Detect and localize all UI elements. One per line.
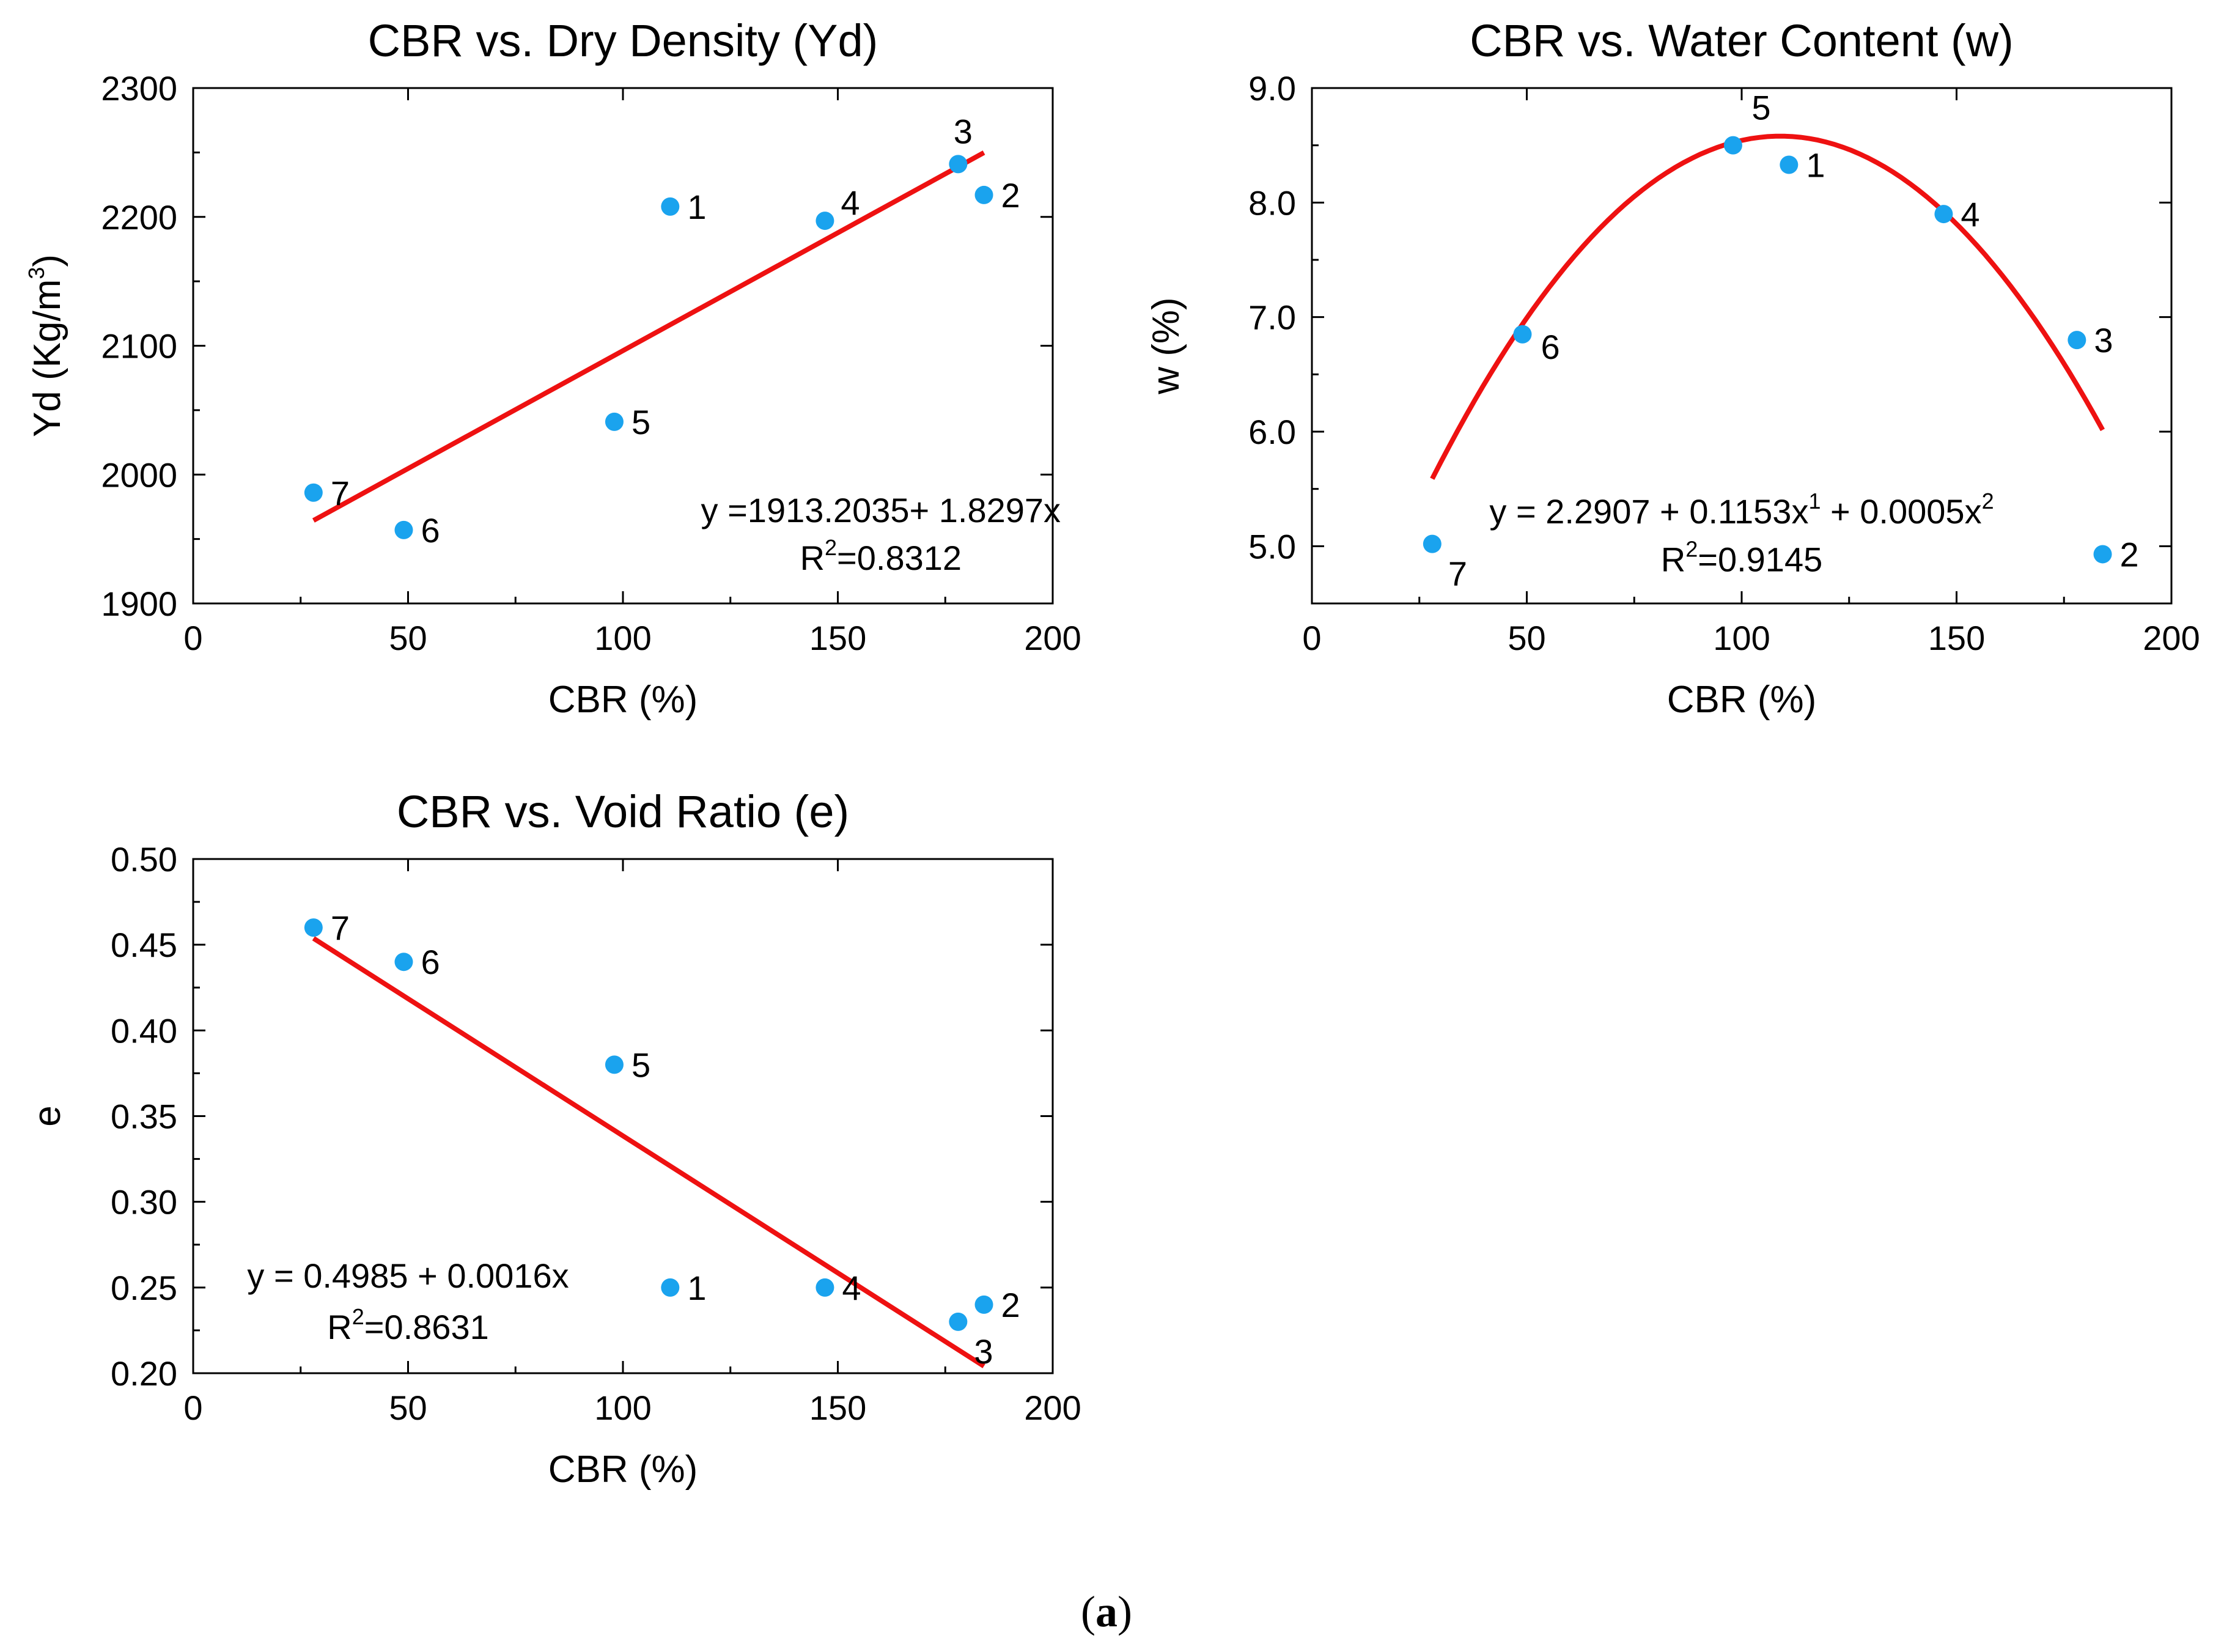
fit-equation: y = 0.4985 + 0.0016x — [247, 1256, 569, 1295]
point-label: 7 — [331, 474, 350, 512]
point-label: 1 — [687, 1269, 706, 1307]
x-tick-label: 0 — [183, 1388, 202, 1427]
y-axis-label: Yd (Kg/m3) — [24, 254, 68, 437]
y-tick-label: 2100 — [101, 327, 177, 366]
point-label: 5 — [1751, 89, 1770, 127]
y-tick-label: 2300 — [101, 69, 177, 108]
y-tick-label: 0.50 — [111, 840, 177, 879]
panel-dry-density: CBR vs. Dry Density (Yd) 0 50 100 150 200 1900… — [24, 15, 1081, 721]
y-tick-label: 0.20 — [111, 1354, 177, 1393]
point-label: 4 — [1961, 195, 1979, 234]
point-label: 2 — [1001, 176, 1020, 215]
data-point — [605, 1055, 624, 1074]
y-tick-label: 7.0 — [1248, 298, 1296, 337]
data-point — [1780, 155, 1799, 174]
y-tick-label: 6.0 — [1248, 413, 1296, 451]
y-tick-label: 0.30 — [111, 1183, 177, 1222]
point-label: 3 — [974, 1332, 993, 1371]
point-label: 6 — [1541, 328, 1559, 366]
data-point — [974, 185, 993, 204]
x-tick-label: 50 — [389, 619, 427, 657]
r-squared: R2=0.8631 — [327, 1304, 488, 1346]
panel-water-content: CBR vs. Water Content (w) 0 50 100 150 200 5.0… — [1145, 15, 2200, 721]
y-axis-label: e — [26, 1105, 68, 1126]
fit-equation: y =1913.2035+ 1.8297x — [701, 491, 1061, 529]
point-label: 7 — [331, 909, 350, 947]
data-point — [394, 520, 413, 539]
y-tick-label: 0.35 — [111, 1097, 177, 1136]
x-tick-label: 200 — [1024, 619, 1081, 657]
x-tick-label: 150 — [809, 619, 866, 657]
data-point — [816, 1278, 834, 1297]
chart-title: CBR vs. Water Content (w) — [1470, 15, 2014, 66]
x-tick-label: 0 — [1302, 619, 1321, 657]
data-point — [949, 155, 968, 174]
r-squared: R2=0.8312 — [800, 535, 962, 577]
y-tick-label: 9.0 — [1248, 69, 1296, 108]
point-label: 6 — [421, 511, 440, 550]
data-point — [2068, 331, 2086, 350]
y-tick-label: 5.0 — [1248, 527, 1296, 566]
x-axis-label: CBR (%) — [548, 1448, 698, 1491]
y-tick-label: 0.40 — [111, 1011, 177, 1050]
x-tick-label: 50 — [389, 1388, 427, 1427]
plot-frame — [192, 858, 1054, 1374]
point-label: 1 — [1806, 146, 1825, 185]
data-point — [974, 1295, 993, 1314]
x-tick-label: 150 — [1928, 619, 1985, 657]
data-point — [949, 1312, 968, 1331]
data-point — [394, 953, 413, 972]
x-tick-label: 50 — [1508, 619, 1545, 657]
point-label: 1 — [687, 188, 706, 226]
x-axis-label: CBR (%) — [548, 679, 698, 721]
data-point — [304, 483, 323, 502]
y-tick-label: 1900 — [101, 584, 177, 623]
chart-title: CBR vs. Void Ratio (e) — [397, 786, 849, 837]
data-point — [304, 918, 323, 937]
data-point — [2093, 545, 2112, 564]
fit-equation: y = 2.2907 + 0.1153x1 + 0.0005x2 — [1489, 489, 1994, 531]
data-point — [1513, 325, 1532, 344]
point-label: 7 — [1448, 555, 1467, 593]
fit-line — [312, 936, 985, 1368]
data-point — [1934, 205, 1953, 224]
x-tick-label: 100 — [1713, 619, 1770, 657]
fit-line — [312, 150, 985, 523]
point-label: 3 — [954, 112, 973, 150]
y-tick-label: 2200 — [101, 198, 177, 237]
chart-title: CBR vs. Dry Density (Yd) — [368, 15, 878, 66]
x-tick-label: 100 — [594, 1388, 651, 1427]
point-label: 2 — [2120, 535, 2139, 573]
data-point — [1423, 534, 1442, 553]
data-point — [605, 412, 624, 431]
y-tick-label: 0.45 — [111, 926, 177, 964]
point-label: 5 — [631, 1045, 650, 1084]
x-tick-label: 150 — [809, 1388, 866, 1427]
y-tick-label: 0.25 — [111, 1269, 177, 1307]
x-axis-label: CBR (%) — [1667, 679, 1817, 721]
y-tick-label: 8.0 — [1248, 183, 1296, 222]
y-tick-label: 2000 — [101, 455, 177, 494]
r-squared: R2=0.9145 — [1661, 537, 1822, 579]
data-point — [816, 212, 834, 230]
point-label: 5 — [631, 403, 650, 441]
data-point — [1723, 136, 1742, 155]
figure-caption: (a) — [1081, 1587, 1132, 1636]
data-point — [661, 1278, 680, 1297]
fit-line — [1430, 133, 2105, 480]
point-label: 6 — [421, 943, 440, 981]
point-label: 4 — [842, 1269, 861, 1307]
x-tick-label: 200 — [1024, 1388, 1081, 1427]
x-tick-label: 100 — [594, 619, 651, 657]
y-axis-label: w (%) — [1145, 297, 1187, 394]
point-label: 2 — [1001, 1286, 1020, 1324]
point-label: 4 — [841, 183, 860, 222]
panel-void-ratio: CBR vs. Void Ratio (e) 0 50 100 150 200 0.20 0.… — [26, 786, 1081, 1491]
x-tick-label: 200 — [2143, 619, 2200, 657]
point-label: 3 — [2094, 321, 2113, 360]
x-tick-label: 0 — [183, 619, 202, 657]
data-point — [661, 197, 680, 216]
